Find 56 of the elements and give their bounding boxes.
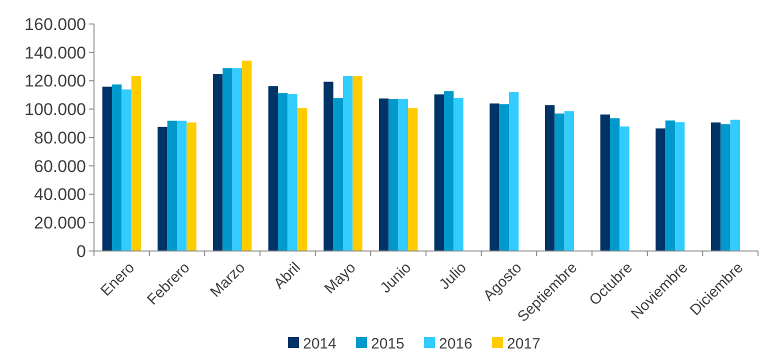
bar [297, 108, 308, 251]
bar [158, 126, 168, 251]
bar [333, 98, 343, 251]
y-tick-label: 80.000 [34, 128, 86, 148]
bar [656, 128, 666, 251]
bar [102, 86, 112, 251]
y-tick-label: 100.000 [24, 100, 86, 120]
bar [131, 76, 142, 251]
bar [398, 99, 408, 251]
bar [620, 126, 630, 251]
bar [434, 94, 444, 251]
legend-label: 2017 [507, 335, 540, 352]
bar [324, 82, 334, 251]
bar [408, 108, 418, 251]
bar [222, 68, 232, 251]
bar [610, 118, 620, 251]
bar [112, 84, 122, 251]
bar [352, 76, 362, 251]
bar [720, 124, 730, 251]
bar [343, 76, 353, 251]
bar [177, 120, 187, 251]
legend-label: 2014 [303, 335, 336, 352]
x-tick-label: Julio [436, 259, 470, 294]
bar [122, 89, 132, 251]
bar [388, 99, 398, 251]
y-tick-label: 60.000 [34, 156, 86, 176]
bar [186, 122, 196, 251]
bar [509, 92, 519, 251]
bar [499, 104, 509, 251]
bar [544, 105, 555, 251]
bar [490, 103, 500, 251]
bar [212, 74, 223, 251]
y-tick-label: 120.000 [24, 72, 86, 91]
y-tick-label: 140.000 [24, 43, 86, 62]
bar [232, 68, 242, 251]
bar [167, 120, 177, 251]
bar [665, 120, 675, 251]
bar [278, 93, 288, 251]
y-tick-label: 40.000 [34, 185, 86, 204]
bar [600, 114, 610, 251]
bar [378, 98, 389, 251]
bar [268, 86, 278, 251]
legend-label: 2016 [439, 335, 472, 352]
bar [710, 122, 721, 251]
bar [242, 60, 252, 251]
bar [288, 94, 298, 251]
bar [730, 120, 740, 251]
legend-label: 2015 [371, 335, 404, 352]
bar [454, 98, 464, 251]
bar [564, 111, 574, 251]
y-tick-label: 160.000 [24, 14, 86, 34]
y-tick-label: 0 [76, 242, 86, 261]
bar [444, 91, 454, 251]
y-tick-label: 20.000 [34, 214, 86, 233]
bar [554, 114, 564, 251]
bar [675, 122, 685, 251]
